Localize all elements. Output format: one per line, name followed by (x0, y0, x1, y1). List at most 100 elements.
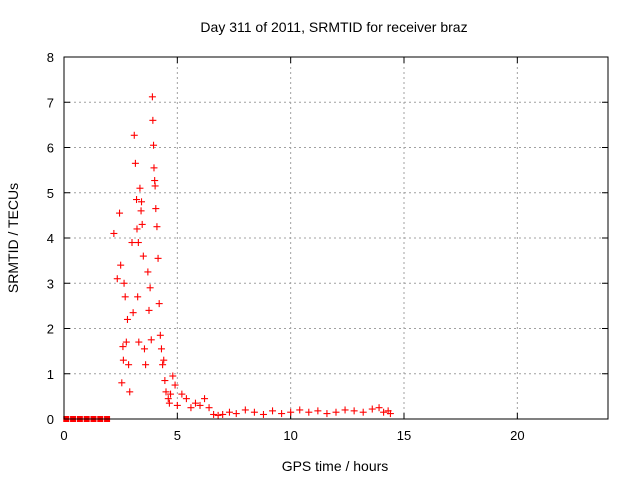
data-point (121, 293, 129, 301)
data-point (133, 225, 141, 233)
data-point (118, 379, 126, 387)
data-point (120, 279, 128, 287)
data-point (250, 408, 258, 416)
data-point (167, 390, 175, 398)
data-point (110, 229, 118, 237)
x-tick-label: 15 (397, 428, 411, 443)
data-point (139, 252, 147, 260)
data-point (205, 404, 213, 412)
data-point (169, 372, 177, 380)
data-point (323, 410, 331, 418)
y-tick-label: 1 (47, 367, 54, 382)
data-point (259, 410, 267, 418)
data-point (122, 338, 130, 346)
data-point (210, 410, 218, 418)
data-point (173, 401, 181, 409)
data-point (278, 410, 286, 418)
x-axis-label: GPS time / hours (282, 458, 389, 474)
data-point (149, 116, 157, 124)
grid-lines (64, 57, 608, 419)
data-point (134, 239, 142, 247)
axis-ticks: 0 1 2 3 4 5 6 7 8 0 5 10 15 20 (47, 50, 608, 443)
data-point (187, 404, 195, 412)
y-tick-label: 8 (47, 50, 54, 65)
data-points (63, 93, 394, 422)
data-point (131, 159, 139, 167)
data-point (196, 401, 204, 409)
data-point (135, 338, 143, 346)
data-point (125, 361, 133, 369)
data-point (152, 205, 160, 213)
data-point (386, 410, 394, 418)
data-point (157, 345, 165, 353)
data-point (225, 408, 233, 416)
data-point (144, 268, 152, 276)
data-point (148, 93, 156, 101)
data-point (178, 390, 186, 398)
data-point (134, 293, 142, 301)
data-point (269, 407, 277, 415)
data-point (151, 182, 159, 190)
data-point (145, 306, 153, 314)
data-point (214, 411, 222, 419)
data-point (171, 381, 179, 389)
data-point (201, 395, 209, 403)
y-tick-label: 3 (47, 276, 54, 291)
y-tick-label: 0 (47, 412, 54, 427)
data-point (359, 408, 367, 416)
data-point (182, 395, 190, 403)
data-point (129, 309, 137, 317)
data-point (332, 408, 340, 416)
data-point (241, 406, 249, 414)
data-point (126, 388, 134, 396)
data-point (137, 207, 145, 215)
x-tick-label: 0 (60, 428, 67, 443)
data-point (130, 131, 138, 139)
data-point (380, 408, 388, 416)
chart-title: Day 311 of 2011, SRMTID for receiver bra… (200, 19, 467, 35)
data-point (161, 377, 169, 385)
data-point (119, 343, 127, 351)
data-point (140, 345, 148, 353)
y-tick-label: 7 (47, 95, 54, 110)
data-point (123, 315, 131, 323)
data-point (314, 407, 322, 415)
data-point (138, 220, 146, 228)
data-point (142, 361, 150, 369)
data-point (153, 223, 161, 231)
data-point (150, 141, 158, 149)
data-point (375, 404, 383, 412)
data-point (154, 254, 162, 262)
data-point (287, 408, 295, 416)
data-point (113, 275, 121, 283)
data-point (116, 209, 124, 217)
data-point (159, 361, 167, 369)
data-point (150, 164, 158, 172)
data-point (368, 405, 376, 413)
data-point (232, 410, 240, 418)
data-point (296, 406, 304, 414)
data-point (191, 399, 199, 407)
plot-frame (63, 56, 609, 420)
x-tick-label: 10 (283, 428, 297, 443)
y-tick-label: 6 (47, 141, 54, 156)
data-point (341, 406, 349, 414)
data-point (133, 196, 141, 204)
data-point (305, 408, 313, 416)
y-tick-label: 5 (47, 186, 54, 201)
data-point (350, 407, 358, 415)
data-point (136, 184, 144, 192)
data-point (156, 331, 164, 339)
data-point (164, 395, 172, 403)
data-point (162, 388, 170, 396)
data-point (147, 336, 155, 344)
data-point (146, 284, 154, 292)
data-point (219, 410, 227, 418)
y-tick-label: 2 (47, 322, 54, 337)
data-point (119, 356, 127, 364)
y-axis-label: SRMTID / TECUs (5, 183, 21, 293)
x-tick-label: 5 (174, 428, 181, 443)
data-point (165, 399, 173, 407)
y-tick-label: 4 (47, 231, 54, 246)
